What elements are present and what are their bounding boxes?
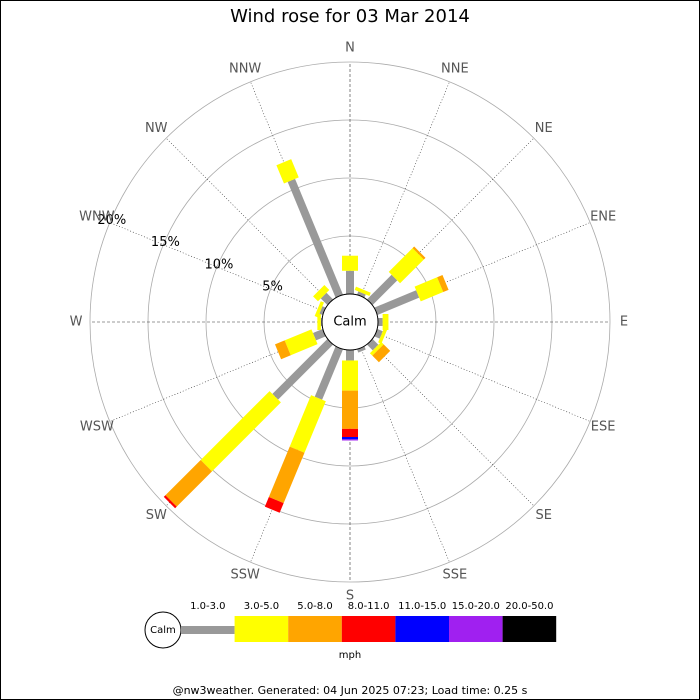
direction-label: ESE xyxy=(591,419,616,434)
legend-swatch xyxy=(395,616,449,642)
direction-label: N xyxy=(345,41,355,56)
legend-label: 3.0-5.0 xyxy=(244,601,279,612)
legend-swatch xyxy=(449,616,503,642)
legend-calm-label: Calm xyxy=(150,625,176,636)
direction-label: E xyxy=(620,315,628,330)
bar-segment xyxy=(354,286,371,296)
direction-label: S xyxy=(346,589,354,604)
unit-label: mph xyxy=(339,650,361,661)
spoke xyxy=(349,321,535,507)
bars xyxy=(163,159,449,513)
legend-label: 5.0-8.0 xyxy=(297,601,332,612)
grid-ring xyxy=(89,61,611,583)
direction-label: NNE xyxy=(441,61,469,76)
bar-segment xyxy=(366,274,398,306)
spoke xyxy=(109,321,351,422)
direction-label: NE xyxy=(535,121,553,136)
bar-segment xyxy=(312,329,326,341)
spoke xyxy=(349,321,591,422)
bar-segment xyxy=(374,290,420,315)
direction-label: SSW xyxy=(230,568,260,583)
bar-segment xyxy=(289,395,326,453)
grid-ring xyxy=(205,177,495,467)
bar-segment xyxy=(369,341,384,356)
direction-label: ENE xyxy=(590,210,616,225)
legend-label: 1.0-3.0 xyxy=(190,601,225,612)
legend-swatch xyxy=(502,616,557,642)
bar-segment xyxy=(314,301,324,318)
legend: 1.0-3.0 3.0-5.0 5.0-8.0 8.0-11.0 11.0-15.0 15… xyxy=(181,601,557,642)
bar-segment xyxy=(357,291,366,298)
legend-label: 15.0-20.0 xyxy=(452,601,500,612)
direction-label: WSW xyxy=(80,419,114,434)
bar-segment xyxy=(388,248,424,284)
legend-swatch xyxy=(181,626,235,634)
legend-swatch xyxy=(288,616,342,642)
spoke xyxy=(165,137,351,323)
bar-segment xyxy=(319,306,326,315)
legend-swatch xyxy=(234,616,289,642)
direction-label: WNW xyxy=(79,210,115,225)
legend-label: 8.0-11.0 xyxy=(348,601,390,612)
calm-circle xyxy=(321,293,379,351)
direction-label: NNW xyxy=(229,61,261,76)
spoke xyxy=(349,222,591,323)
chart-title: Wind rose for 03 Mar 2014 xyxy=(230,6,470,27)
direction-label: NW xyxy=(145,121,168,136)
bar-segment xyxy=(268,446,305,504)
bar-segment xyxy=(437,275,449,293)
r-tick-label: 10% xyxy=(205,257,234,272)
direction-label: W xyxy=(70,315,83,330)
bar-segment xyxy=(165,459,213,507)
bar-segment xyxy=(272,338,334,400)
r-tick-label: 20% xyxy=(97,213,126,228)
bar-segment xyxy=(366,338,379,351)
r-tick-label: 5% xyxy=(262,280,283,295)
bar-segment xyxy=(264,496,284,513)
bar-segment xyxy=(372,344,391,363)
direction-label: SE xyxy=(536,508,552,523)
spoke xyxy=(349,321,450,563)
spoke xyxy=(349,81,450,323)
bar-segment xyxy=(200,391,281,472)
legend-label: 11.0-15.0 xyxy=(398,601,446,612)
footer: @nw3weather. Generated: 04 Jun 2025 07:2… xyxy=(173,684,528,697)
bar-segment xyxy=(314,346,343,400)
bar-segment xyxy=(374,329,383,339)
bar-segment xyxy=(357,346,366,353)
bar-segment xyxy=(412,246,426,260)
spoke xyxy=(109,222,351,323)
bar-segment xyxy=(313,285,330,302)
bar-segment xyxy=(163,495,177,509)
direction-label: SW xyxy=(146,508,167,523)
calm-label: Calm xyxy=(333,315,366,330)
spoke xyxy=(349,137,535,323)
legend-label: 20.0-50.0 xyxy=(505,601,553,612)
bar-segment xyxy=(276,159,299,184)
bar-segment xyxy=(414,277,444,302)
bar-segment xyxy=(287,178,343,298)
bar-segment xyxy=(274,340,291,360)
bar-segment xyxy=(378,327,388,344)
grid: 5% 10% 15% 20% N NNE NE ENE E ESE SE SSE S SSW SW WSW W W… xyxy=(70,41,629,604)
legend-swatch xyxy=(341,616,396,642)
bar-segment xyxy=(284,329,318,356)
r-tick-label: 15% xyxy=(151,235,180,250)
direction-label: SSE xyxy=(442,568,467,583)
bar-segment xyxy=(320,292,334,306)
